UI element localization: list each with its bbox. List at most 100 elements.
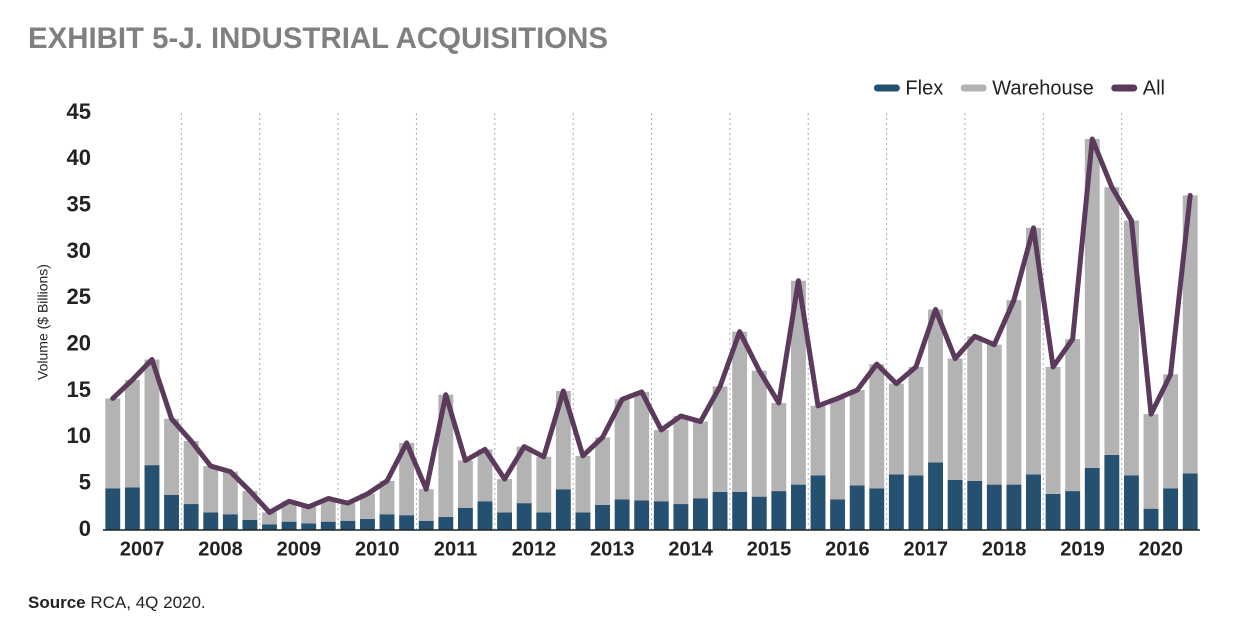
bar-segment xyxy=(1084,467,1100,530)
bar-segment xyxy=(164,418,180,495)
bar-segment xyxy=(203,466,219,513)
bar-segment xyxy=(438,394,454,518)
bar-segment xyxy=(810,405,826,476)
y-tick-label: 25 xyxy=(67,284,91,309)
bar-segment xyxy=(1123,220,1139,476)
x-tick-label: 2018 xyxy=(982,538,1027,560)
bar-segment xyxy=(1163,374,1179,489)
bar-segment xyxy=(1065,491,1081,530)
bar-segment xyxy=(575,512,591,530)
bar-segment xyxy=(751,496,767,530)
bar-segment xyxy=(595,437,610,505)
x-tick-label: 2013 xyxy=(590,538,635,560)
bar-segment xyxy=(947,358,963,480)
bar-segment xyxy=(869,488,885,530)
bar-segment xyxy=(262,512,277,525)
bar-segment xyxy=(555,489,571,530)
bar-segment xyxy=(340,503,356,521)
y-tick-label: 15 xyxy=(67,377,91,402)
bar-segment xyxy=(1143,508,1159,530)
bar-segment xyxy=(516,446,532,504)
bar-segment xyxy=(1084,138,1100,468)
bar-segment xyxy=(1065,339,1081,492)
bar-segment xyxy=(908,366,924,476)
bar-segment xyxy=(1104,454,1120,530)
bar-segment xyxy=(301,506,317,524)
bar-segment xyxy=(790,280,806,485)
y-tick-label: 5 xyxy=(79,469,91,494)
bar-segment xyxy=(1182,195,1198,474)
bar-segment xyxy=(888,383,904,475)
bar-segment xyxy=(732,492,748,530)
bar-segment xyxy=(967,336,983,481)
bar-segment xyxy=(771,403,787,492)
y-tick-label: 0 xyxy=(79,516,91,541)
bar-segment xyxy=(614,399,630,500)
x-tick-label: 2020 xyxy=(1139,538,1184,560)
bar-segment xyxy=(340,520,356,530)
bar-segment xyxy=(242,519,258,530)
bar-segment xyxy=(320,498,336,522)
bar-segment xyxy=(673,504,689,530)
bar-segment xyxy=(124,379,140,488)
bar-segment xyxy=(105,398,121,489)
x-tick-label: 2019 xyxy=(1060,538,1105,560)
bar-segment xyxy=(967,480,983,530)
bar-segment xyxy=(712,492,728,530)
x-tick-label: 2012 xyxy=(512,538,557,560)
bar-segment xyxy=(575,455,591,513)
bar-segment xyxy=(595,504,610,530)
bar-segment xyxy=(262,524,277,530)
bar-segment xyxy=(869,364,885,489)
bar-segment xyxy=(712,386,728,493)
source-text: RCA, 4Q 2020. xyxy=(90,593,205,612)
bar-segment xyxy=(144,359,160,466)
bar-segment xyxy=(379,480,395,515)
bar-segment xyxy=(536,456,552,513)
x-tick-label: 2007 xyxy=(120,538,165,560)
y-tick-label: 40 xyxy=(67,145,91,170)
bar-segment xyxy=(908,475,924,530)
bar-segment xyxy=(438,517,454,530)
x-tick-label: 2008 xyxy=(198,538,243,560)
x-tick-label: 2010 xyxy=(355,538,400,560)
bar-segment xyxy=(144,465,160,530)
bar-segment xyxy=(614,499,630,530)
bar-segment xyxy=(1006,484,1022,530)
bar-segment xyxy=(634,500,650,530)
legend-label: All xyxy=(1143,77,1165,99)
x-tick-label: 2011 xyxy=(434,538,477,560)
bar-segment xyxy=(1026,474,1041,530)
bar-segment xyxy=(810,475,826,530)
bar-segment xyxy=(771,491,787,530)
bar-segment xyxy=(947,479,963,530)
bar-segment xyxy=(986,344,1002,485)
bar-segment xyxy=(203,512,219,530)
bar-segment xyxy=(497,512,513,530)
bar-segment xyxy=(399,515,415,530)
bar-segment xyxy=(732,331,748,493)
bar-segment xyxy=(222,471,238,515)
source: Source RCA, 4Q 2020. xyxy=(28,593,206,612)
bar-segment xyxy=(477,449,493,502)
bar-segment xyxy=(888,474,904,530)
bar-segment xyxy=(164,494,180,530)
bar-segment xyxy=(399,442,415,516)
bar-segment xyxy=(830,398,846,500)
bar-segment xyxy=(634,391,650,501)
bar-segment xyxy=(928,462,943,530)
bar-segment xyxy=(320,521,336,530)
bar-segment xyxy=(1045,366,1061,494)
x-tick-label: 2014 xyxy=(668,538,713,560)
bar-segment xyxy=(1006,300,1022,485)
x-tick-label: 2009 xyxy=(277,538,322,560)
bar-segment xyxy=(751,370,767,497)
bar-segment xyxy=(457,507,473,530)
bar-segment xyxy=(986,484,1002,530)
bar-segment xyxy=(673,416,689,505)
bar-segment xyxy=(928,309,943,463)
bar-segment xyxy=(1143,414,1159,509)
bar-segment xyxy=(379,514,395,530)
bar-segment xyxy=(1163,488,1179,530)
